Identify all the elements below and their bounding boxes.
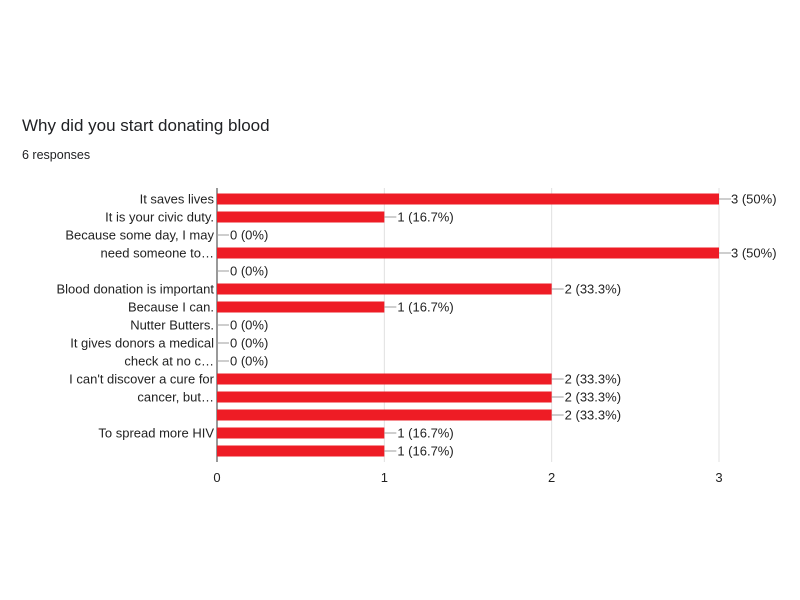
data-label: 0 (0%) [230, 318, 268, 333]
category-label: Blood donation is important [56, 282, 214, 297]
bar [217, 373, 552, 385]
bar [217, 247, 719, 259]
data-label: 3 (50%) [731, 192, 777, 207]
data-label: 1 (16.7%) [397, 300, 453, 315]
x-tick-label: 1 [381, 470, 388, 485]
category-label: Because I can. [128, 300, 214, 315]
data-label: 0 (0%) [230, 336, 268, 351]
data-label: 1 (16.7%) [397, 444, 453, 459]
data-label: 2 (33.3%) [565, 282, 621, 297]
chart-title: Why did you start donating blood [22, 116, 270, 135]
x-tick-label: 3 [715, 470, 722, 485]
bar [217, 391, 552, 403]
bar [217, 409, 552, 421]
category-label: check at no c… [124, 354, 214, 369]
response-count: 6 responses [22, 148, 91, 162]
data-label: 0 (0%) [230, 228, 268, 243]
x-tick-label: 0 [213, 470, 220, 485]
data-label: 0 (0%) [230, 264, 268, 279]
bar [217, 445, 385, 457]
data-label: 2 (33.3%) [565, 372, 621, 387]
data-label: 1 (16.7%) [397, 210, 453, 225]
data-label: 2 (33.3%) [565, 390, 621, 405]
category-label: need someone to… [101, 246, 214, 261]
data-label: 3 (50%) [731, 246, 777, 261]
data-label: 2 (33.3%) [565, 408, 621, 423]
category-label: cancer, but… [137, 390, 214, 405]
data-label: 0 (0%) [230, 354, 268, 369]
bar [217, 301, 385, 313]
bar [217, 211, 385, 223]
category-label: It saves lives [140, 192, 215, 207]
category-label: It gives donors a medical [70, 336, 214, 351]
data-label: 1 (16.7%) [397, 426, 453, 441]
bar [217, 427, 385, 439]
category-label: Nutter Butters. [130, 318, 214, 333]
x-tick-label: 2 [548, 470, 555, 485]
bar [217, 193, 719, 205]
category-label: I can't discover a cure for [69, 372, 214, 387]
bar [217, 283, 552, 295]
category-label: It is your civic duty. [105, 210, 214, 225]
category-label: Because some day, I may [65, 228, 214, 243]
category-label: To spread more HIV [98, 426, 214, 441]
